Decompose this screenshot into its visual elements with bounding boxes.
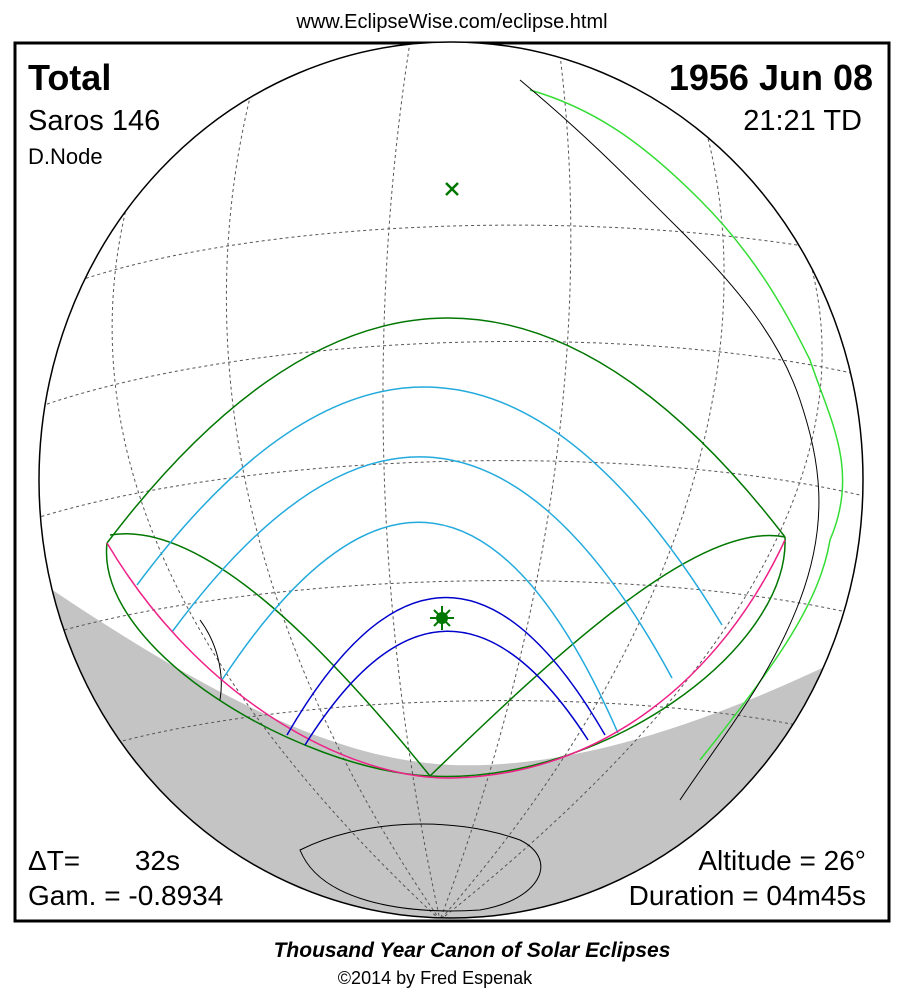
umbral-path-limit [304,630,589,746]
greatest-eclipse [430,606,454,630]
coastline [529,89,844,761]
partial-contour [221,521,619,734]
globe-outline [38,41,864,919]
footer-credit: ©2014 by Fred Espenak [338,968,533,988]
island [199,619,222,701]
delta-t-label: ΔT= [28,845,80,876]
date: 1956 Jun 08 [669,57,873,98]
gamma: Gam. = -0.8934 [28,880,223,911]
penumbra-limit [106,317,786,544]
duration: Duration = 04m45s [629,880,866,911]
url: www.EclipseWise.com/eclipse.html [295,11,607,33]
partial-contour [136,386,723,626]
saros: Saros 146 [28,105,160,137]
antarctica [299,823,542,912]
penumbra-limit [109,533,431,777]
sub-solar-point [445,182,459,196]
coastline [519,79,820,801]
footer-title: Thousand Year Canon of Solar Eclipses [274,939,671,962]
node: D.Node [28,144,103,169]
sunrise-sunset-line [106,539,786,779]
umbral-path-limit [286,596,606,736]
altitude: Altitude = 26° [698,845,866,876]
time: 21:21 TD [743,105,862,137]
delta-t-value: 32s [135,845,180,876]
penumbra-limit [429,534,786,777]
night-side [39,575,863,918]
partial-contour [171,456,673,679]
eclipse-type: Total [28,57,111,98]
